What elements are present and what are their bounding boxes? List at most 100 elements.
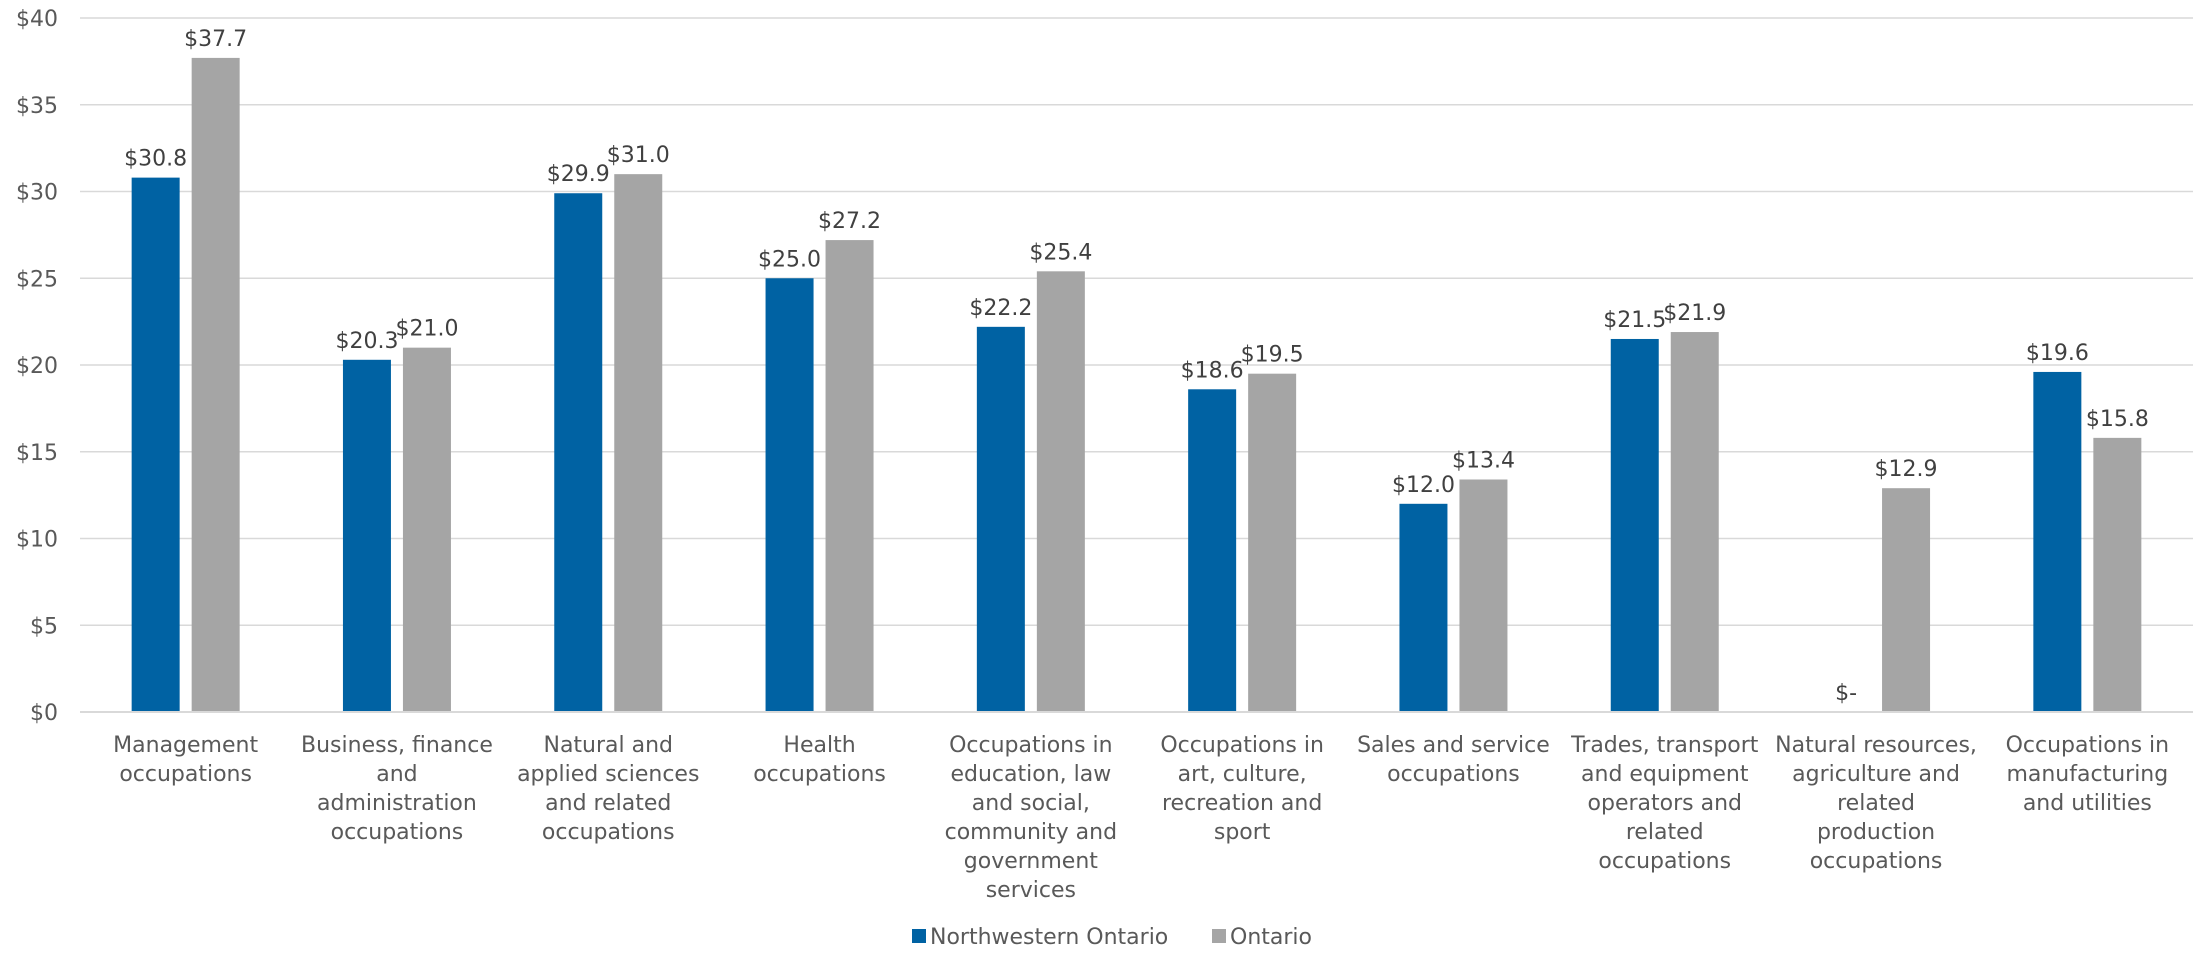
bar-ontario bbox=[2093, 437, 2142, 712]
x-category-label: Natural and applied sciences and related oc… bbox=[517, 733, 699, 845]
bar-northwestern-ontario bbox=[1399, 503, 1448, 712]
x-category-label-line: Occupations in bbox=[949, 733, 1113, 758]
data-label: $12.9 bbox=[1875, 457, 1938, 482]
bar-ontario bbox=[1882, 488, 1931, 712]
x-category-label: Sales and service occupations bbox=[1357, 733, 1550, 787]
legend-swatch bbox=[1212, 929, 1226, 943]
x-category-label-line: occupations bbox=[119, 762, 252, 787]
data-label: $20.3 bbox=[335, 329, 398, 354]
x-axis: Management occupations Business, finance an… bbox=[80, 711, 2193, 903]
x-category-label-line: operators and bbox=[1588, 791, 1742, 816]
bar-northwestern-ontario bbox=[2033, 371, 2082, 712]
x-category-label-line: Sales and service bbox=[1357, 733, 1550, 758]
bar-northwestern-ontario bbox=[1188, 389, 1237, 712]
bar-ontario bbox=[825, 240, 874, 712]
data-label: $21.0 bbox=[395, 317, 458, 342]
y-tick-label: $5 bbox=[30, 614, 58, 639]
data-label: $- bbox=[1835, 681, 1857, 706]
bar-ontario bbox=[1036, 271, 1085, 712]
data-label: $12.0 bbox=[1392, 473, 1455, 498]
legend-swatch bbox=[912, 929, 926, 943]
bar-ontario bbox=[402, 347, 451, 712]
y-tick-label: $35 bbox=[16, 94, 58, 119]
x-category-label-line: related bbox=[1837, 791, 1915, 816]
x-category-label-line: related bbox=[1626, 820, 1704, 845]
x-category-label-line: production bbox=[1817, 820, 1935, 845]
legend-label: Ontario bbox=[1230, 925, 1312, 950]
y-tick-label: $40 bbox=[16, 7, 58, 32]
x-category-label-line: government bbox=[964, 849, 1098, 874]
x-category-label-line: and equipment bbox=[1581, 762, 1749, 787]
x-category-label-line: administration bbox=[317, 791, 477, 816]
y-tick-label: $0 bbox=[30, 701, 58, 726]
x-category-label-line: education, law bbox=[950, 762, 1111, 787]
x-category-label: Trades, transport and equipment operators … bbox=[1570, 733, 1759, 874]
bar-northwestern-ontario bbox=[1610, 338, 1659, 712]
x-category-label-line: services bbox=[986, 878, 1076, 903]
bar-ontario bbox=[1459, 479, 1508, 712]
data-label: $22.2 bbox=[969, 296, 1032, 321]
data-label: $21.9 bbox=[1663, 301, 1726, 326]
x-category-label-line: applied sciences bbox=[517, 762, 699, 787]
data-label: $29.9 bbox=[547, 162, 610, 187]
legend-item-ontario: Ontario bbox=[1212, 925, 1312, 950]
y-tick-label: $15 bbox=[16, 441, 58, 466]
data-label: $30.8 bbox=[124, 147, 187, 172]
x-category-label-line: Natural resources, bbox=[1775, 733, 1977, 758]
y-axis: $0 $5 $10 $15 $20 $25 $30 $35 $40 bbox=[16, 7, 58, 726]
x-category-label-line: occupations bbox=[331, 820, 464, 845]
legend-item-northwestern-ontario: Northwestern Ontario bbox=[912, 925, 1168, 950]
bar-ontario bbox=[614, 174, 663, 712]
x-category-label-line: Management bbox=[113, 733, 258, 758]
x-category-label-line: occupations bbox=[1598, 849, 1731, 874]
y-tick-label: $30 bbox=[16, 181, 58, 206]
x-category-label-line: sport bbox=[1214, 820, 1271, 845]
data-label: $19.6 bbox=[2026, 341, 2089, 366]
x-category-label-line: manufacturing bbox=[2006, 762, 2168, 787]
bar-northwestern-ontario bbox=[342, 359, 391, 712]
x-category-label-line: Occupations in bbox=[2006, 733, 2170, 758]
bar-ontario bbox=[1248, 373, 1297, 712]
x-category-label: Occupations in manufacturing and utilities bbox=[2006, 733, 2170, 816]
x-category-label-line: Occupations in bbox=[1160, 733, 1324, 758]
x-category-label-line: Natural and bbox=[543, 733, 673, 758]
y-tick-label: $10 bbox=[16, 528, 58, 553]
x-category-label-line: and social, bbox=[972, 791, 1090, 816]
data-label: $25.4 bbox=[1029, 240, 1092, 265]
legend: Northwestern Ontario Ontario bbox=[912, 925, 1312, 950]
bar-ontario bbox=[191, 57, 240, 712]
x-category-label-line: Business, finance bbox=[301, 733, 493, 758]
x-category-label-line: recreation and bbox=[1162, 791, 1322, 816]
x-category-label: Health occupations bbox=[753, 733, 886, 787]
x-category-label-line: and related bbox=[545, 791, 671, 816]
x-category-label-line: art, culture, bbox=[1178, 762, 1307, 787]
x-category-label-line: occupations bbox=[1387, 762, 1520, 787]
data-label: $15.8 bbox=[2086, 407, 2149, 432]
bar-northwestern-ontario bbox=[554, 193, 603, 713]
data-label: $37.7 bbox=[184, 27, 247, 52]
y-tick-label: $20 bbox=[16, 354, 58, 379]
x-category-label-line: occupations bbox=[753, 762, 886, 787]
data-label: $25.0 bbox=[758, 247, 821, 272]
x-category-label: Occupations in education, law and social, c… bbox=[945, 733, 1117, 903]
x-category-label: Natural resources, agriculture and related… bbox=[1775, 733, 1977, 874]
x-category-label: Occupations in art, culture, recreation an… bbox=[1160, 733, 1324, 845]
bar-northwestern-ontario bbox=[131, 177, 180, 712]
x-category-label-line: community and bbox=[945, 820, 1117, 845]
data-label: $19.5 bbox=[1241, 343, 1304, 368]
data-label: $13.4 bbox=[1452, 449, 1515, 474]
legend-label: Northwestern Ontario bbox=[930, 925, 1168, 950]
bar-northwestern-ontario bbox=[765, 278, 814, 712]
data-label: $27.2 bbox=[818, 209, 881, 234]
y-tick-label: $25 bbox=[16, 267, 58, 292]
x-category-label-line: Trades, transport bbox=[1570, 733, 1759, 758]
x-category-label: Management occupations bbox=[113, 733, 258, 787]
bar-ontario bbox=[1670, 332, 1719, 712]
x-category-label: Business, finance and administration occupa… bbox=[301, 733, 493, 845]
data-labels: $30.8 $37.7 $20.3$21.0 $29.9$31.0 $25.0 $27.2… bbox=[124, 27, 2149, 706]
x-category-label-line: and utilities bbox=[2023, 791, 2152, 816]
data-label: $21.5 bbox=[1603, 308, 1666, 333]
x-category-label-line: occupations bbox=[1810, 849, 1943, 874]
